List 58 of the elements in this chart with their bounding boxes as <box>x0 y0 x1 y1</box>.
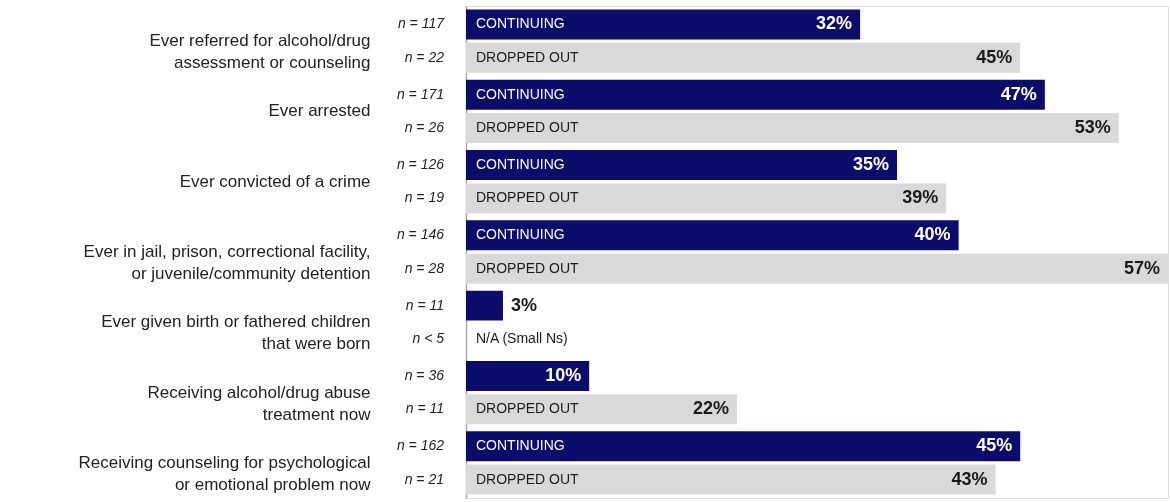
data-label: 40% <box>914 224 951 245</box>
text: n = 146 <box>396 226 445 243</box>
text: n = 11 <box>405 296 444 313</box>
text: CONTINUING <box>476 156 565 173</box>
series-label: CONTINUING <box>476 437 565 454</box>
data-label: 53% <box>1074 117 1111 138</box>
text: DROPPED OUT <box>476 470 579 487</box>
bar <box>466 360 590 391</box>
data-label: 57% <box>1123 257 1160 278</box>
data-label: 22% <box>692 398 729 419</box>
data-label: 39% <box>902 187 939 208</box>
text: n = 117 <box>397 15 446 32</box>
data-label: 45% <box>976 46 1013 67</box>
text: n = 11 <box>405 400 444 417</box>
text: DROPPED OUT <box>476 400 579 417</box>
text: n = 22 <box>404 48 445 65</box>
bar <box>466 9 861 40</box>
data-label: 43% <box>951 468 988 489</box>
text: n = 171 <box>396 85 444 102</box>
text: n = 26 <box>404 119 445 136</box>
text: DROPPED OUT <box>476 119 579 136</box>
bar <box>466 290 503 321</box>
y-tick-label: Receiving counseling for psychological or emotional problem now <box>78 452 372 494</box>
y-tick-label: Ever referred for alcohol/drug assessment or counseling <box>149 31 371 73</box>
text: CONTINUING <box>476 226 565 243</box>
text: n = 19 <box>404 189 445 206</box>
bar <box>466 183 947 214</box>
y-tick-label: Receiving alcohol/drug abuse treatment now <box>147 382 372 424</box>
text: n < 5 <box>412 329 445 346</box>
text: CONTINUING <box>476 15 565 32</box>
data-label: 47% <box>1000 83 1037 104</box>
bar <box>466 431 1021 462</box>
bar <box>466 79 1045 110</box>
text: n = 21 <box>404 470 444 487</box>
text: n = 162 <box>396 437 445 454</box>
y-tick-label: Ever arrested <box>268 101 371 121</box>
text: n = 36 <box>404 366 445 383</box>
text: DROPPED OUT <box>476 259 579 276</box>
annotation: N/A (Small Ns) <box>476 329 568 346</box>
y-tick-label: Ever in jail, prison, correctional facility, or juvenile/community detention <box>83 242 371 283</box>
y-tick-label: Ever given birth or fathered children that were born <box>101 312 371 354</box>
bar <box>466 42 1021 73</box>
bar <box>466 394 737 425</box>
bar <box>466 464 996 495</box>
data-label: 10% <box>545 364 582 385</box>
bar <box>466 113 1119 144</box>
data-label: 32% <box>816 13 853 34</box>
text: DROPPED OUT <box>476 189 579 206</box>
y-tick-label: Ever convicted of a crime <box>179 171 371 191</box>
text: CONTINUING <box>476 85 565 102</box>
text: n = 28 <box>404 259 445 276</box>
text: n = 126 <box>396 156 445 173</box>
data-label: 35% <box>853 154 890 175</box>
series-label: DROPPED OUT <box>476 48 580 65</box>
bar <box>466 150 898 181</box>
data-label: 45% <box>976 435 1013 456</box>
data-label: 3% <box>510 294 537 315</box>
bar <box>466 220 959 251</box>
